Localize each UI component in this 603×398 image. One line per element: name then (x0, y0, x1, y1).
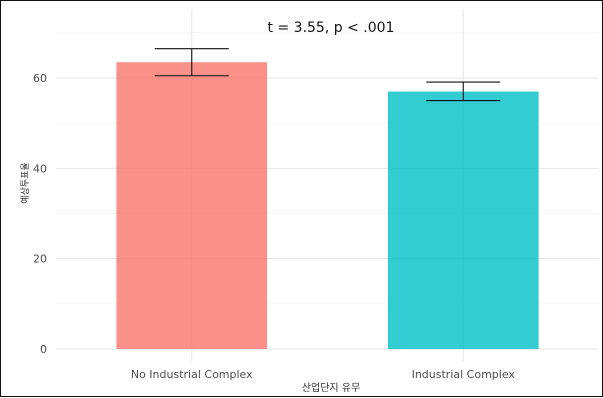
x-axis-label: 산업단지 유무 (302, 381, 360, 394)
y-tick-labels: 0 20 40 60 (33, 72, 47, 356)
x-tick-label: No Industrial Complex (131, 368, 253, 381)
y-axis-label: 예상투표율 (20, 162, 31, 203)
bar-1 (116, 62, 268, 350)
error-bar-1 (154, 48, 229, 77)
y-tick-label: 40 (33, 162, 47, 175)
y-tick-label: 60 (33, 72, 47, 85)
y-tick-label: 20 (33, 253, 47, 266)
chart-annotation: t = 3.55, p < .001 (268, 20, 395, 36)
error-bars (154, 48, 501, 102)
bars (116, 62, 539, 350)
x-tick-label: Industrial Complex (412, 368, 516, 381)
bar-2 (387, 91, 539, 350)
x-tick-labels: No Industrial Complex Industrial Complex (131, 368, 516, 381)
error-bar-2 (426, 81, 501, 102)
y-tick-label: 0 (40, 343, 47, 356)
